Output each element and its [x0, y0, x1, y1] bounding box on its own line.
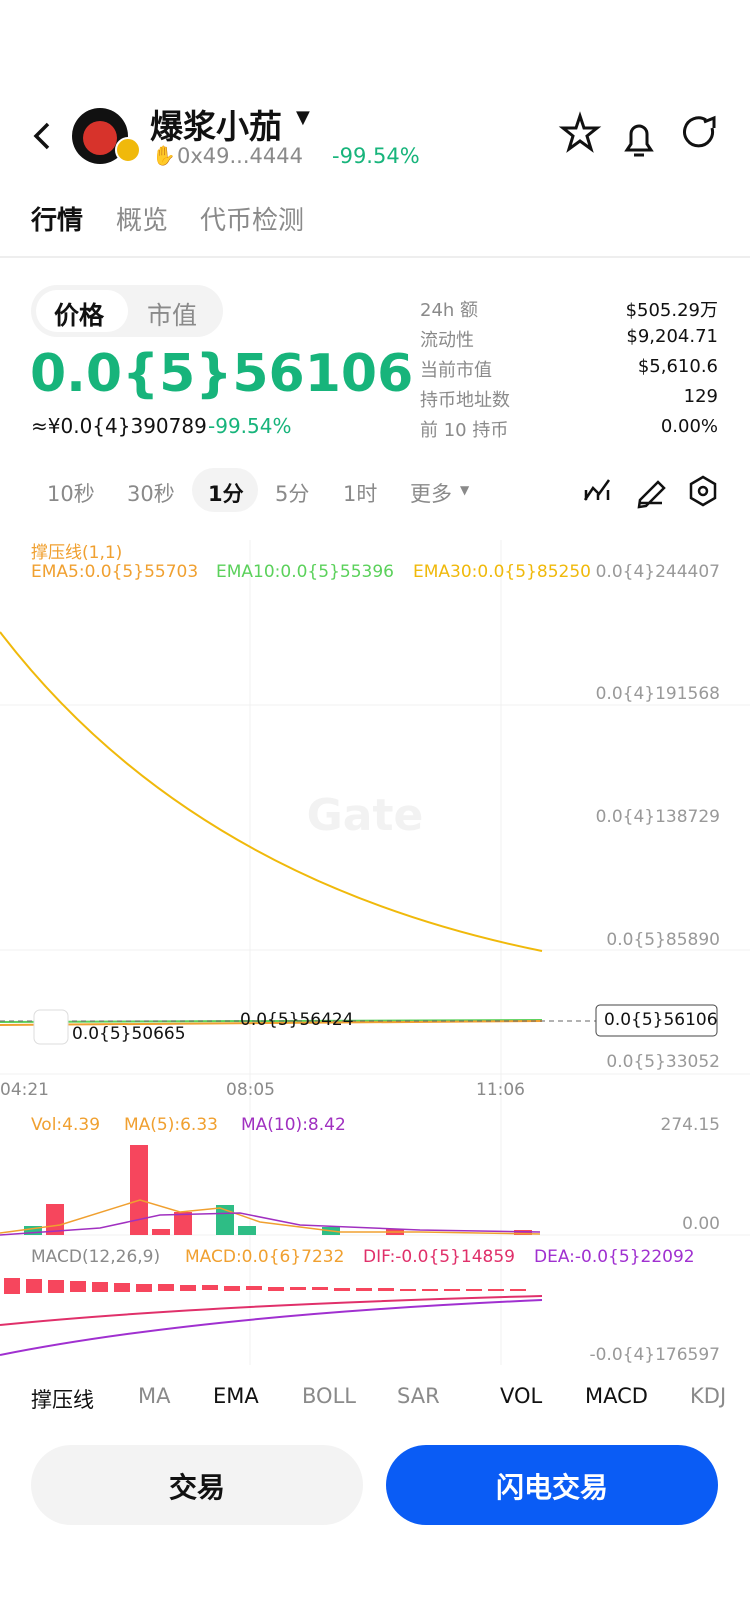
stat-value: $5,610.6: [637, 356, 718, 377]
stat-label: 持币地址数: [420, 390, 510, 411]
volume-label: MA(10):8.42: [241, 1115, 346, 1135]
vol-ma10: [0, 1212, 541, 1236]
indicator-tab[interactable]: BOLL: [302, 1384, 356, 1408]
macd-label: MACD:0.0{6}7232: [185, 1247, 345, 1267]
price-change: -99.54%: [208, 414, 292, 438]
current-price: 0.0{5}56106: [604, 1010, 718, 1030]
settings-icon-dot: [697, 485, 709, 497]
hand-icon: ✋: [152, 145, 176, 167]
indicator-tab[interactable]: MACD: [585, 1384, 648, 1408]
volume-axis-label: 0.00: [682, 1214, 720, 1234]
indicator-label: 撑压线(1,1): [31, 543, 123, 563]
interval[interactable]: 1时: [343, 482, 378, 506]
stat-label: 前 10 持币: [420, 420, 509, 441]
bell-icon[interactable]: [624, 124, 654, 157]
dropdown-caret[interactable]: ▼: [296, 107, 310, 128]
price-axis-label: 0.0{4}191568: [595, 684, 720, 704]
token-name[interactable]: 爆浆小茄: [150, 107, 282, 146]
stat-value: $505.29万: [625, 300, 718, 321]
macd-label: DIF:-0.0{5}14859: [363, 1247, 515, 1267]
interval[interactable]: 1分: [208, 482, 244, 506]
toggle-active[interactable]: [36, 290, 128, 332]
stat-label: 流动性: [420, 330, 474, 351]
macd-label: MACD(12,26,9): [31, 1247, 161, 1267]
volume-axis-label: 274.15: [660, 1115, 720, 1135]
macd-label: DEA:-0.0{5}22092: [534, 1247, 695, 1267]
stat-label: 24h 额: [420, 300, 479, 321]
price-axis-label: 0.0{5}85890: [606, 930, 720, 950]
dif-line: [0, 1295, 543, 1326]
share-icon[interactable]: [683, 115, 716, 148]
ema-label: EMA5:0.0{5}55703: [31, 562, 199, 582]
flash-trade-button[interactable]: 闪电交易: [495, 1471, 608, 1504]
trade-button-bg[interactable]: [31, 1445, 363, 1525]
toggle-option[interactable]: 价格: [54, 301, 105, 330]
trade-button[interactable]: 交易: [168, 1471, 225, 1504]
header-change: -99.54%: [332, 144, 420, 168]
flash-trade-button-bg[interactable]: [386, 1445, 718, 1525]
indicator-tab[interactable]: MA: [138, 1384, 171, 1408]
interval[interactable]: 30秒: [127, 482, 175, 506]
stat-value: 0.00%: [660, 416, 718, 437]
price: 0.0{5}56106: [30, 344, 414, 404]
indicator-tab[interactable]: EMA: [213, 1384, 259, 1408]
stat-value: 129: [683, 386, 718, 407]
ema5-line: [0, 1020, 543, 1026]
stat-label: 当前市值: [420, 360, 492, 381]
volume-bars: [24, 1145, 532, 1235]
price-cny: ≈¥0.0{4}390789: [31, 414, 207, 438]
tab[interactable]: 概览: [116, 206, 169, 236]
price-axis-label: 0.0{4}244407: [595, 562, 720, 582]
vol-ma5: [0, 1199, 541, 1235]
address[interactable]: 0x49...4444: [177, 144, 303, 168]
price-axis-label: 0.0{5}33052: [606, 1052, 720, 1072]
interval[interactable]: 5分: [275, 482, 310, 506]
expand-button[interactable]: [33, 1009, 69, 1045]
dea-line: [0, 1299, 543, 1356]
back-icon[interactable]: [33, 122, 50, 150]
watermark: Gate: [307, 790, 424, 841]
volume-label: Vol:4.39: [31, 1115, 101, 1135]
avatar-fruit: [83, 121, 117, 155]
tab[interactable]: 行情: [31, 206, 84, 236]
time-label: 04:21: [0, 1080, 49, 1100]
time-label: 11:06: [476, 1080, 525, 1100]
time-label: 08:05: [226, 1080, 275, 1100]
interval[interactable]: 更多: [410, 482, 452, 506]
macd-axis-label: -0.0{4}176597: [589, 1345, 720, 1365]
star-icon[interactable]: [558, 111, 602, 153]
grid: [0, 540, 750, 1365]
toggle-option[interactable]: 市值: [147, 301, 198, 330]
high-label: 0.0{5}56424: [240, 1010, 354, 1030]
interval-active[interactable]: [192, 468, 258, 512]
indicator-tab[interactable]: KDJ: [690, 1384, 727, 1408]
ema30-line: [0, 631, 543, 952]
indicator-tab[interactable]: 撑压线: [31, 1388, 94, 1412]
indicator-tab[interactable]: SAR: [397, 1384, 440, 1408]
price-axis-label: 0.0{4}138729: [595, 807, 720, 827]
interval[interactable]: 10秒: [47, 482, 95, 506]
stat-value: $9,204.71: [626, 326, 718, 347]
indicator-icon[interactable]: [583, 479, 611, 501]
tab[interactable]: 代币检测: [200, 206, 305, 236]
more-caret: ▼: [460, 483, 470, 497]
current-price-box: [595, 1004, 718, 1037]
draw-icon[interactable]: [637, 480, 666, 509]
volume-label: MA(5):6.33: [124, 1115, 218, 1135]
low-label: 0.0{5}50665: [72, 1024, 186, 1044]
chain-badge: [115, 137, 141, 163]
ema-label: EMA10:0.0{5}55396: [216, 562, 394, 582]
indicator-tab[interactable]: VOL: [500, 1384, 543, 1408]
ema-label: EMA30:0.0{5}85250: [413, 562, 591, 582]
macd-bars: [4, 1278, 526, 1294]
settings-icon[interactable]: [689, 475, 717, 507]
